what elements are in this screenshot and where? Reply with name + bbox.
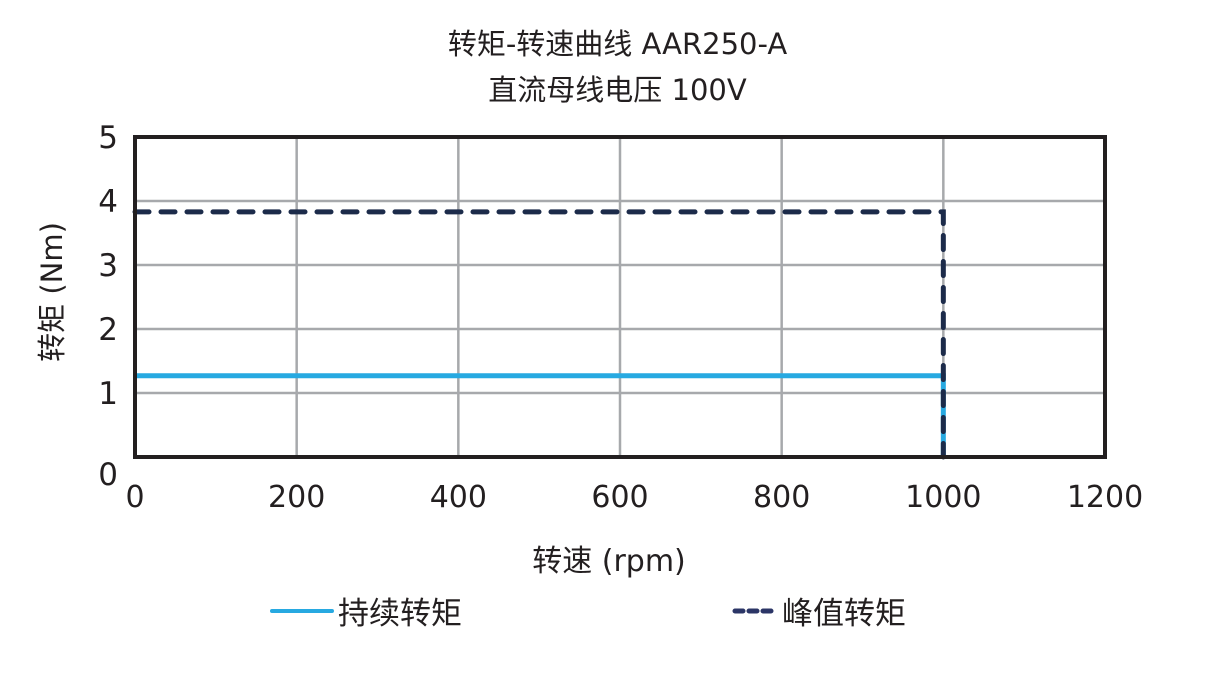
legend-dashed-line-icon <box>732 608 778 613</box>
legend-item-continuous: 持续转矩 <box>270 588 462 633</box>
peak-torque-line <box>132 209 946 460</box>
y-tick-label: 2 <box>98 312 118 348</box>
y-tick-labels: 0 1 2 3 4 5 <box>98 120 118 493</box>
data-series <box>132 209 946 460</box>
chart-subtitle: 直流母线电压 100V <box>488 73 747 107</box>
legend-label-peak: 峰值转矩 <box>782 596 906 632</box>
grid-lines <box>135 137 1105 457</box>
y-tick-label: 4 <box>98 184 118 220</box>
plot-frame <box>133 135 1107 459</box>
legend-label-continuous: 持续转矩 <box>338 596 462 632</box>
x-tick-label: 400 <box>430 480 487 515</box>
x-tick-label: 1200 <box>1067 480 1143 515</box>
y-tick-label: 5 <box>98 120 118 156</box>
chart-title: 转矩-转速曲线 AAR250-A <box>447 27 788 61</box>
y-tick-label: 0 <box>98 457 118 493</box>
y-tick-label: 3 <box>98 248 118 284</box>
continuous-torque-line <box>135 373 946 457</box>
legend-solid-line-icon <box>270 608 334 613</box>
x-tick-label: 1000 <box>905 480 981 515</box>
y-tick-label: 1 <box>98 376 118 412</box>
x-tick-label: 800 <box>753 480 810 515</box>
legend-item-peak: 峰值转矩 <box>732 588 906 633</box>
y-axis-label: 转矩 (Nm) <box>35 222 69 362</box>
x-axis-label: 转速 (rpm) <box>532 544 686 579</box>
x-tick-label: 200 <box>268 480 325 515</box>
x-tick-label: 0 <box>125 480 144 515</box>
x-tick-label: 600 <box>591 480 648 515</box>
x-tick-labels: 0 200 400 600 800 1000 1200 <box>125 480 1143 515</box>
